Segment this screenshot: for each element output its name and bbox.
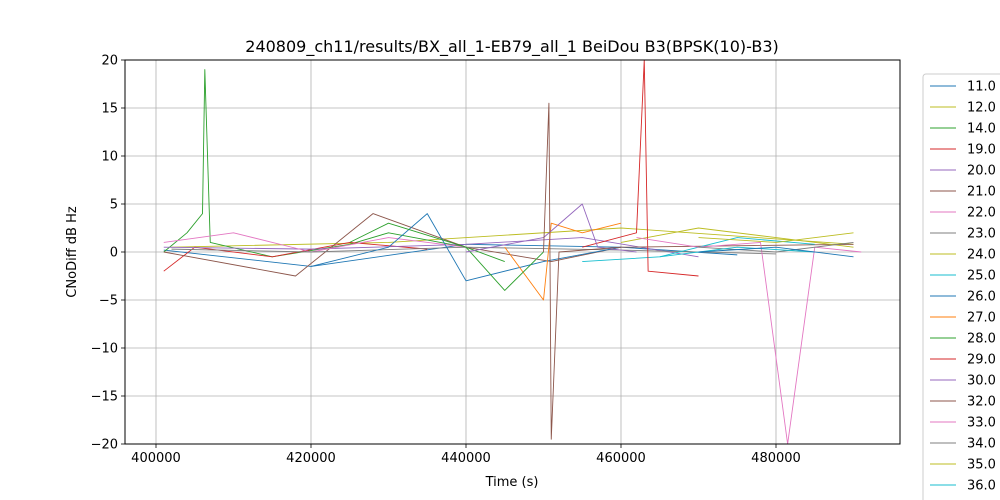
legend-entry: 20.0	[967, 164, 996, 179]
legend-entry: 24.0	[967, 248, 996, 263]
x-axis-label: Time (s)	[485, 475, 539, 490]
legend-entry: 29.0	[967, 353, 996, 368]
legend-entry: 25.0	[967, 269, 996, 284]
series-line-29-0	[582, 60, 699, 277]
legend-box	[922, 73, 1000, 500]
legend-entry: 26.0	[967, 290, 996, 305]
legend-entry: 30.0	[967, 374, 996, 389]
y-tick-label: 10	[101, 150, 118, 165]
legend-entry: 34.0	[967, 437, 996, 452]
legend-entry: 12.0	[967, 101, 996, 116]
y-axis-label: CNoDiff dB Hz	[65, 206, 80, 298]
y-tick-label: 0	[110, 246, 118, 261]
legend-entry: 21.0	[967, 185, 996, 200]
y-tick-label: 15	[101, 102, 118, 117]
series-line-36-0	[659, 246, 815, 258]
x-tick-label: 480000	[751, 451, 801, 466]
legend-entry: 14.0	[967, 122, 996, 137]
chart-title: 240809_ch11/results/BX_all_1-EB79_all_1 …	[245, 37, 778, 57]
legend-entry: 22.0	[967, 206, 996, 221]
series-line-35-0	[698, 232, 854, 243]
series-line-37-0	[698, 246, 854, 258]
y-ticks: −20 −15 −10 −5 0 5 10 15 20	[91, 54, 125, 453]
series-line-24-0	[620, 227, 854, 248]
series-line-30-0	[465, 203, 637, 253]
series-line-19-0	[163, 241, 428, 272]
series-line-20-0	[163, 237, 699, 258]
legend-entry: 11.0	[967, 80, 996, 95]
legend-entry: 28.0	[967, 332, 996, 347]
x-ticks: 400000 420000 440000 460000 480000	[131, 444, 801, 466]
y-tick-label: −15	[91, 390, 118, 405]
y-tick-label: −5	[99, 294, 118, 309]
x-tick-label: 460000	[596, 451, 646, 466]
y-tick-label: 20	[101, 54, 118, 69]
legend-entry: 19.0	[967, 143, 996, 158]
y-tick-label: −10	[91, 342, 118, 357]
x-tick-label: 400000	[131, 451, 181, 466]
series-line-26-0	[310, 213, 622, 282]
series-line-14-0	[163, 69, 505, 263]
series-line-27-0	[504, 222, 622, 301]
series-line-32-0	[543, 102, 622, 440]
legend-entry: 23.0	[967, 227, 996, 242]
legend-entry: 27.0	[967, 311, 996, 326]
series-line-12-0	[171, 227, 854, 248]
legend-entry: 33.0	[967, 416, 996, 431]
series-layer	[163, 60, 862, 444]
y-tick-label: −20	[91, 438, 118, 453]
legend-entry: 35.0	[967, 458, 996, 473]
series-line-33-0	[636, 237, 862, 444]
legend-entry: 32.0	[967, 395, 996, 410]
legend: 11.0 12.0 14.0 19.0 20.0 21.0 22.0 23.0 24.0 25.0…	[922, 73, 1000, 500]
y-tick-label: 5	[110, 198, 118, 213]
series-line-28-0	[349, 222, 544, 291]
legend-entry: 36.0	[967, 479, 996, 494]
x-tick-label: 440000	[441, 451, 491, 466]
x-tick-label: 420000	[286, 451, 336, 466]
